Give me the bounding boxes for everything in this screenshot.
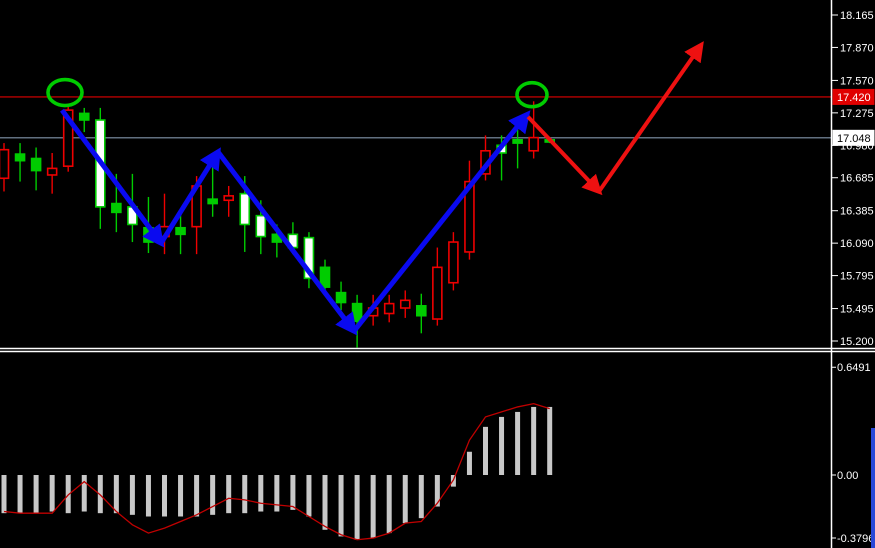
price-axis-label: 17.870 [840,42,874,54]
histogram-bar [434,475,440,507]
histogram-bar [402,475,408,524]
histogram-bar [274,475,280,512]
histogram-bar [418,475,424,519]
zigzag-segment [158,147,221,245]
histogram-bar [290,475,296,510]
zigzag-segment [352,110,531,333]
histogram-bar [499,416,505,475]
price-axis-label: 16.385 [840,206,874,218]
signal-circle [515,80,549,109]
price-tag-bid-box [832,129,875,146]
price-axis-label: 15.795 [840,271,874,283]
price-axis-label: 16.685 [840,173,874,185]
histogram-bar [531,406,537,475]
candle-up [78,112,90,121]
price-axis[interactable]: 18.16517.87017.57017.27516.98016.68516.3… [830,0,875,548]
histogram-bar [17,475,23,514]
histogram-bar [338,475,344,537]
histogram-bar [162,475,167,517]
candle-down [62,109,74,167]
candle-up [255,214,267,238]
candle-up [415,305,427,317]
histogram-bar [145,475,151,517]
projection-arrow-segment [526,115,603,196]
candle-up [175,226,186,236]
histogram-bar [113,475,119,514]
histogram-bar [483,426,488,475]
histogram-bar [242,475,248,514]
price-axis-label: 15.495 [840,304,874,316]
candle-down [464,180,475,253]
oscillator-layer [1,402,553,541]
histogram-bar [466,451,472,475]
price-tag-bid: 17.048 [837,133,871,145]
candle-down [432,266,443,320]
histogram-bar [81,475,87,512]
candle-down [448,241,459,284]
separators-layer [0,347,875,353]
histogram-bar [370,475,376,539]
candle-down [223,195,234,202]
projection-arrow-segment [597,41,704,193]
candle-down [383,302,395,315]
candle-down [399,299,411,309]
price-axis-label: 17.275 [840,108,874,120]
histogram-bar [194,475,200,517]
projection-arrows-layer [526,41,704,196]
price-axis-label: 16.090 [840,238,874,250]
histogram-bar [515,411,521,475]
signal-line [3,402,550,541]
candle-up [335,291,347,304]
signal-circles-layer [46,77,549,109]
histogram-bar [306,475,312,517]
histogram-bar [547,406,553,475]
histogram-bar [1,475,7,514]
histogram-bar [354,475,360,540]
histogram-bar [226,475,232,514]
candle-up [512,138,523,144]
candle-up [319,266,331,288]
candle-up [207,198,218,205]
histogram-bar [178,475,184,517]
histogram-bar [129,475,135,515]
osc-axis-label: 0.6491 [837,362,871,374]
candle-up [239,192,251,226]
window-edge [871,428,875,548]
signal-circle [46,77,84,108]
price-axis-label: 18.165 [840,10,874,22]
histogram-bar [258,475,264,512]
candle-down [0,148,10,180]
price-axis-label: 15.200 [840,336,874,348]
candle-down [46,167,58,176]
histogram-bar [49,475,55,512]
price-tag-current: 17.420 [837,92,871,104]
candle-up [14,153,26,162]
candle-up [111,202,122,214]
zigzag-segment [216,150,358,336]
candle-up [30,157,42,172]
candle-down [528,136,539,152]
price-tag-current-box [832,88,875,105]
window-edge-strip [871,428,875,548]
histogram-bar [322,475,328,530]
candle-up [303,236,315,280]
histogram-bar [386,475,392,534]
candle-up [351,302,363,323]
osc-axis-label: -0.3796 [837,533,874,545]
gridlines-layer [0,96,832,139]
histogram-bar [210,475,216,515]
price-axis-label: 17.570 [840,75,874,87]
zigzag-segment [59,108,165,248]
zigzag-layer [59,108,531,336]
histogram-bar [33,475,39,514]
osc-axis-label: 0.00 [837,470,858,482]
